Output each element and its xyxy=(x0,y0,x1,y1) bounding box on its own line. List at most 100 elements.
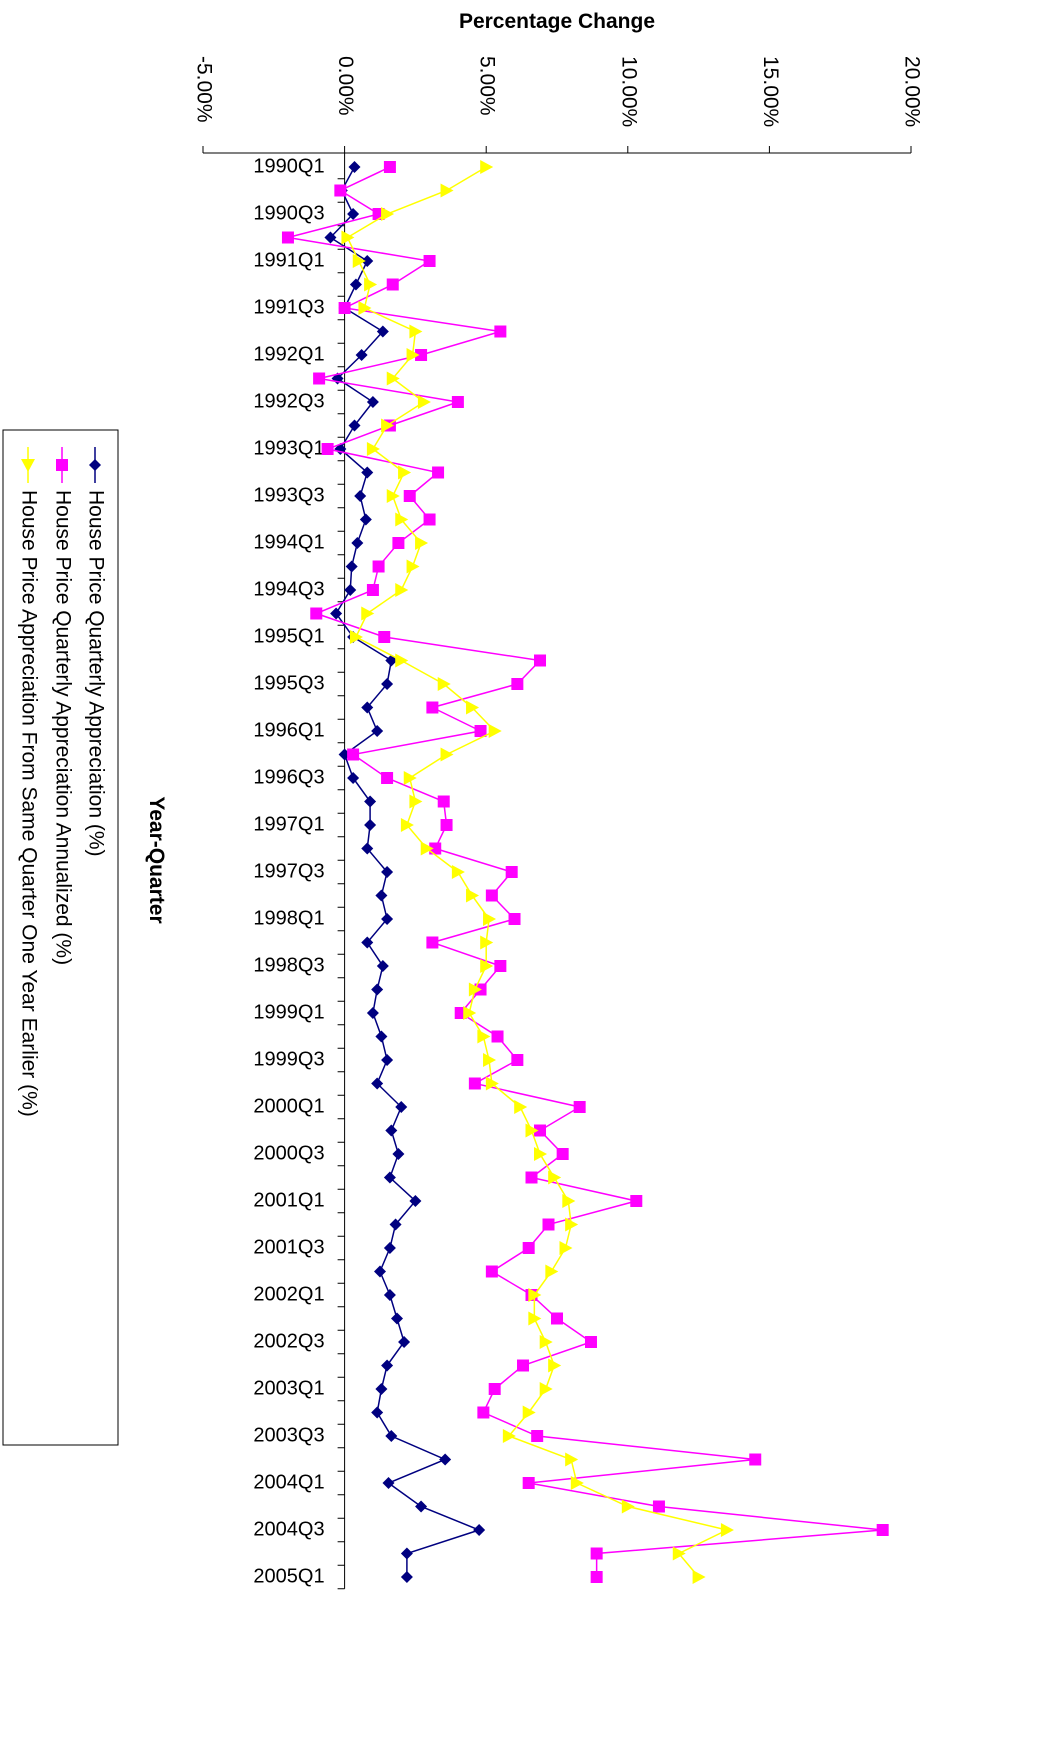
point xyxy=(381,1359,394,1372)
point xyxy=(528,1311,542,1326)
point xyxy=(440,747,454,762)
point xyxy=(621,1499,635,1514)
point xyxy=(395,583,409,597)
x-tick-label: 2000Q3 xyxy=(253,1142,324,1164)
y-tick-label: 20.00% xyxy=(900,56,923,127)
point xyxy=(359,513,372,526)
series-line xyxy=(346,166,730,1578)
x-tick-label: 1997Q1 xyxy=(253,813,324,835)
x-tick-label: 1994Q1 xyxy=(253,531,324,553)
point xyxy=(371,725,384,737)
point xyxy=(466,888,480,903)
point xyxy=(330,607,343,620)
point xyxy=(381,678,394,690)
x-tick-label: 2002Q3 xyxy=(253,1330,324,1352)
point xyxy=(485,1265,498,1278)
point xyxy=(494,325,507,338)
point xyxy=(334,184,347,197)
y-tick-label: 10.00% xyxy=(617,56,640,127)
x-tick-label: 1990Q1 xyxy=(253,155,324,177)
point xyxy=(522,1242,535,1254)
point xyxy=(381,207,395,221)
point xyxy=(488,724,502,738)
point xyxy=(382,1477,395,1489)
point xyxy=(488,1383,501,1395)
point xyxy=(344,584,357,596)
point xyxy=(366,584,379,596)
point xyxy=(480,160,494,174)
point xyxy=(477,1406,490,1419)
x-tick-label: 1994Q3 xyxy=(253,578,324,600)
point xyxy=(361,701,374,714)
legend-box xyxy=(2,429,119,1446)
point xyxy=(386,278,399,291)
point xyxy=(364,819,377,831)
point xyxy=(409,1195,422,1207)
point xyxy=(525,1171,538,1184)
point xyxy=(439,1453,452,1466)
point xyxy=(406,559,420,574)
point xyxy=(395,1101,408,1113)
point xyxy=(630,1195,643,1207)
point xyxy=(386,371,400,386)
point xyxy=(409,794,423,809)
point xyxy=(539,1335,553,1349)
legend-marker xyxy=(56,459,68,471)
point xyxy=(366,442,380,456)
x-tick-label: 1990Q3 xyxy=(253,202,324,224)
point xyxy=(381,1054,394,1066)
y-tick-label: 15.00% xyxy=(759,56,782,127)
point xyxy=(517,1359,530,1372)
point xyxy=(511,678,524,690)
legend-label: House Price Quarterly Appreciation (%) xyxy=(84,490,107,857)
point xyxy=(383,1289,396,1301)
x-tick-label: 1991Q1 xyxy=(253,249,324,271)
point xyxy=(485,1076,499,1091)
point xyxy=(374,1265,386,1278)
point xyxy=(534,1147,548,1161)
point xyxy=(584,1336,597,1348)
point xyxy=(392,537,405,549)
point xyxy=(672,1546,686,1561)
point xyxy=(531,1430,544,1442)
point xyxy=(539,1382,553,1396)
x-tick-label: 2003Q3 xyxy=(253,1424,324,1446)
point xyxy=(371,1077,384,1090)
point xyxy=(437,677,451,691)
x-tick-label: 1992Q1 xyxy=(253,343,324,365)
x-tick-label: 1999Q3 xyxy=(253,1048,324,1070)
point xyxy=(415,1500,428,1513)
point xyxy=(361,466,374,479)
point xyxy=(349,630,363,644)
x-tick-label: 2004Q3 xyxy=(253,1518,324,1540)
point xyxy=(565,1217,579,1232)
point xyxy=(376,325,389,338)
point xyxy=(409,324,423,339)
x-tick-label: 1993Q1 xyxy=(253,437,324,459)
point xyxy=(477,1029,491,1044)
point xyxy=(403,771,417,785)
point xyxy=(383,1171,396,1184)
point xyxy=(511,1054,524,1066)
point xyxy=(386,489,400,503)
series-line xyxy=(287,166,883,1577)
point xyxy=(652,1500,665,1513)
y-tick-label: 0.00% xyxy=(334,56,357,116)
point xyxy=(351,537,364,549)
point xyxy=(437,795,450,808)
point xyxy=(378,631,391,643)
legend-label: House Price Appreciation From Same Quart… xyxy=(17,490,40,1117)
point xyxy=(361,255,374,267)
point xyxy=(749,1453,762,1466)
x-tick-label: 1995Q1 xyxy=(253,625,324,647)
point xyxy=(381,866,394,878)
point xyxy=(429,842,442,855)
point xyxy=(361,936,374,949)
point xyxy=(389,1218,402,1231)
point xyxy=(375,1383,388,1395)
point xyxy=(313,372,326,385)
point xyxy=(522,1477,535,1489)
point xyxy=(451,865,465,879)
point xyxy=(375,889,388,902)
x-tick-label: 1996Q1 xyxy=(253,719,324,741)
